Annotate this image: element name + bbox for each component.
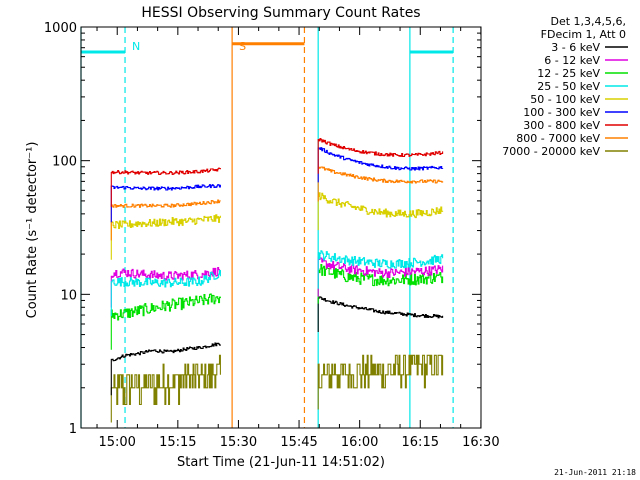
legend-label-7000-20000-kev: 7000 - 20000 keV bbox=[502, 145, 600, 158]
x-tick-label: 15:30 bbox=[220, 435, 257, 450]
x-tick-label: 16:15 bbox=[402, 435, 439, 450]
series-25-50-kev bbox=[110, 250, 444, 317]
series-6-12-kev bbox=[110, 256, 444, 308]
y-axis-label: Count Rate (s⁻¹ detector⁻¹) bbox=[25, 142, 40, 319]
series-7000-20000-kev bbox=[110, 354, 444, 423]
series-trace-segment-2 bbox=[317, 264, 444, 304]
event-marker-label: N bbox=[132, 40, 140, 53]
legend-label-12-25-kev: 12 - 25 keV bbox=[537, 67, 600, 80]
series-trace-segment-1 bbox=[110, 354, 221, 423]
series-800-7000-kev bbox=[110, 166, 444, 241]
series-trace-segment-1 bbox=[110, 167, 221, 207]
timestamp: 21-Jun-2011 21:18 bbox=[554, 468, 636, 477]
series-trace-segment-2 bbox=[317, 138, 444, 174]
series-300-800-kev bbox=[110, 138, 444, 207]
series-50-100-kev bbox=[110, 192, 444, 260]
series-trace-segment-1 bbox=[110, 270, 221, 317]
y-axis-ticks: 1 10 100 1000 bbox=[44, 21, 481, 437]
series-trace-segment-2 bbox=[317, 192, 444, 231]
x-axis-ticks: 15:00 15:15 15:30 15:45 16:00 16:15 16:30 bbox=[96, 27, 500, 450]
flag-bars bbox=[81, 42, 454, 54]
y-tick-label: 100 bbox=[52, 155, 77, 170]
series-3-6-kev bbox=[110, 296, 444, 396]
legend-label-300-800-kev: 300 - 800 keV bbox=[523, 119, 600, 132]
legend-header-line-2: FDecim 1, Att 0 bbox=[541, 28, 626, 41]
legend-label-100-300-kev: 100 - 300 keV bbox=[523, 106, 600, 119]
series-trace-segment-2 bbox=[317, 296, 444, 332]
x-tick-label: 15:15 bbox=[159, 435, 196, 450]
x-tick-label: 15:00 bbox=[98, 435, 135, 450]
series-trace-segment-1 bbox=[110, 266, 221, 308]
legend-label-3-6-kev: 3 - 6 keV bbox=[551, 41, 600, 54]
plot-frame bbox=[80, 26, 482, 429]
series-trace-segment-1 bbox=[110, 342, 221, 396]
event-marker-label: S bbox=[239, 40, 246, 53]
y-tick-label: 10 bbox=[60, 288, 77, 303]
series-trace-segment-2 bbox=[317, 147, 444, 183]
legend-label-800-7000-kev: 800 - 7000 keV bbox=[516, 132, 600, 145]
legend-label-50-100-kev: 50 - 100 keV bbox=[530, 93, 600, 106]
x-axis-label: Start Time (21-Jun-11 14:51:02) bbox=[177, 455, 385, 470]
series-trace-segment-2 bbox=[317, 256, 444, 297]
series-trace-segment-2 bbox=[317, 354, 444, 410]
series-trace-segment-1 bbox=[110, 293, 221, 350]
legend-label-6-12-kev: 6 - 12 keV bbox=[544, 54, 600, 67]
legend-header-line-1: Det 1,3,4,5,6, bbox=[550, 15, 626, 28]
series-trace-segment-2 bbox=[317, 166, 444, 202]
x-tick-label: 16:30 bbox=[462, 435, 499, 450]
series-trace-segment-1 bbox=[110, 184, 221, 223]
legend: Det 1,3,4,5,6, FDecim 1, Att 0 3 - 6 keV… bbox=[502, 15, 628, 158]
series-trace-segment-1 bbox=[110, 199, 221, 241]
series-trace-segment-2 bbox=[317, 250, 444, 289]
series-trace-segment-1 bbox=[110, 214, 221, 260]
legend-label-25-50-kev: 25 - 50 keV bbox=[537, 80, 600, 93]
chart-title: HESSI Observing Summary Count Rates bbox=[141, 5, 420, 21]
x-tick-label: 15:45 bbox=[280, 435, 317, 450]
series-100-300-kev bbox=[110, 147, 444, 223]
y-tick-label: 1 bbox=[69, 422, 77, 437]
x-tick-label: 16:00 bbox=[341, 435, 378, 450]
series-lines bbox=[110, 138, 444, 423]
y-tick-label: 1000 bbox=[44, 21, 77, 36]
series-12-25-kev bbox=[110, 264, 444, 350]
